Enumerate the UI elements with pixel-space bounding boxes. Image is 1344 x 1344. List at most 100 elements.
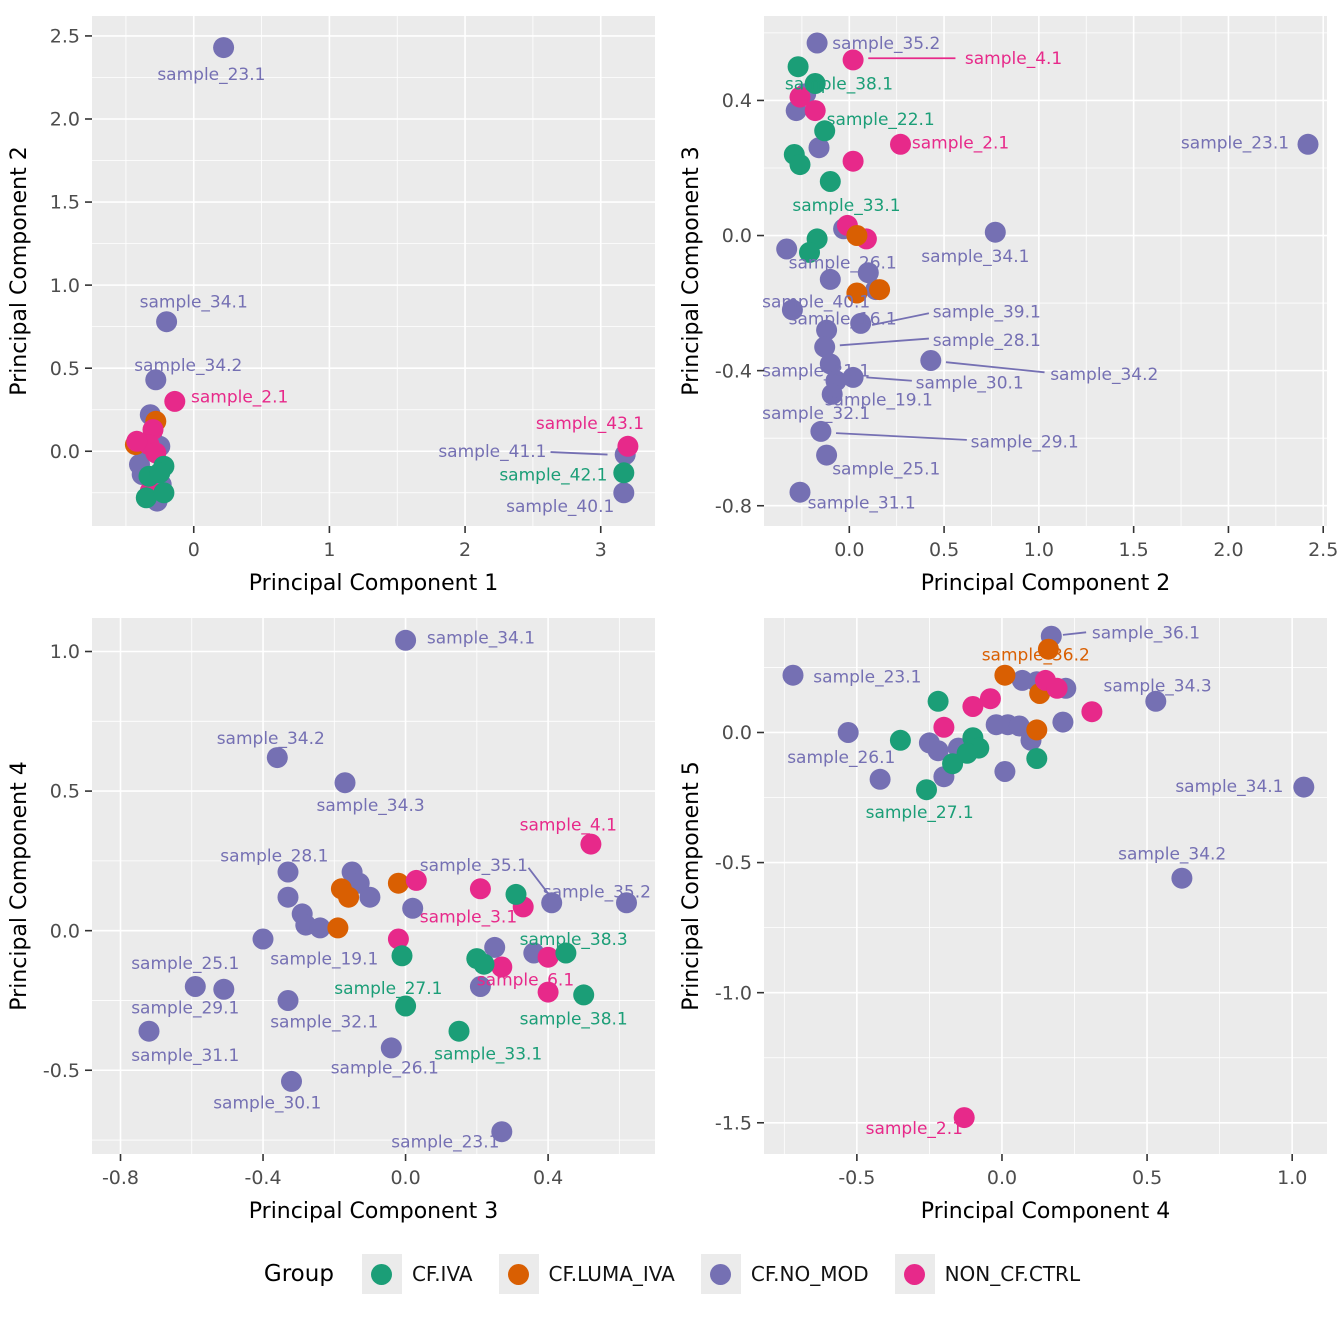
data-point	[994, 761, 1016, 782]
data-point	[804, 100, 826, 122]
sample-label: sample_33.1	[434, 1044, 542, 1064]
sample-label: sample_31.1	[808, 493, 916, 513]
sample-label: sample_34.1	[427, 628, 535, 648]
x-tick-label: 0.0	[834, 539, 864, 561]
sample-label: sample_33.1	[792, 196, 900, 216]
sample-label: sample_22.1	[827, 110, 935, 130]
data-point	[491, 1121, 513, 1143]
sample-label: sample_40.1	[506, 497, 614, 517]
sample-label: sample_2.1	[191, 387, 288, 407]
data-point	[281, 1070, 302, 1092]
data-point	[1026, 719, 1048, 741]
data-point	[787, 56, 809, 78]
data-point	[776, 238, 798, 260]
y-axis-title: Principal Component 2	[7, 146, 32, 395]
legend-item-cf-no-mod: CF.NO_MOD	[700, 1254, 869, 1294]
data-point	[1008, 715, 1030, 737]
data-point	[145, 369, 167, 391]
data-point	[927, 690, 949, 712]
x-tick-label: 0.5	[1132, 1167, 1162, 1189]
y-tick-label: 0.4	[722, 90, 752, 112]
data-point	[842, 150, 864, 172]
x-tick-label: 3	[595, 539, 607, 561]
sample-label: sample_6.1	[477, 970, 574, 990]
sample-label: sample_25.1	[832, 460, 940, 480]
sample-label: sample_34.3	[317, 796, 425, 816]
legend-point-icon	[371, 1263, 393, 1285]
data-point	[869, 279, 891, 301]
sample-label: sample_23.1	[1181, 134, 1289, 154]
data-point	[613, 462, 635, 484]
sample-label: sample_35.1	[420, 856, 528, 876]
data-point	[402, 897, 424, 919]
y-tick-label: -0.4	[715, 360, 752, 382]
data-point	[359, 886, 381, 908]
data-point	[1293, 776, 1315, 798]
sample-label: sample_19.1	[270, 950, 378, 970]
data-point	[808, 137, 830, 159]
data-point	[537, 981, 559, 1003]
x-tick-label: 1.5	[1119, 539, 1149, 561]
data-point	[277, 861, 299, 883]
sample-label: sample_4.1	[520, 816, 617, 836]
data-point	[213, 37, 235, 59]
data-point	[781, 299, 803, 321]
y-tick-label: 0.0	[50, 920, 80, 942]
sample-label: sample_16.1	[789, 309, 897, 329]
data-point	[1052, 711, 1074, 733]
sample-label: sample_2.1	[912, 134, 1009, 154]
scatter-pc2-pc3: sample_35.2 sample_4.1 sample_38.1 sample_2…	[679, 16, 1338, 596]
sample-label: sample_29.1	[971, 433, 1079, 453]
y-tick-label: 0.0	[722, 722, 752, 744]
sample-label: sample_32.1	[762, 404, 870, 424]
data-point	[842, 366, 864, 388]
data-point	[448, 1020, 470, 1042]
scatter-pc3-pc4: sample_34.1 sample_34.2 sample_34.3 sample_…	[7, 618, 655, 1224]
sample-label: sample_23.1	[391, 1132, 499, 1152]
y-tick-label: -0.5	[715, 852, 752, 874]
data-point	[387, 872, 409, 894]
y-tick-label: 1.0	[50, 275, 80, 297]
data-point	[953, 1107, 975, 1129]
x-axis-title: Principal Component 3	[249, 1199, 498, 1224]
data-point	[857, 262, 879, 284]
data-point	[806, 32, 828, 54]
data-point	[213, 978, 235, 1000]
y-axis-title: Principal Component 3	[679, 146, 704, 395]
plot-pc2-vs-pc3: sample_35.2 sample_4.1 sample_38.1 sample_2…	[672, 0, 1344, 602]
data-point	[789, 86, 811, 108]
y-tick-label: 0.5	[50, 781, 80, 803]
sample-label: sample_32.1	[270, 1012, 378, 1032]
legend-item-label: CF.NO_MOD	[750, 1262, 869, 1286]
data-point	[1297, 133, 1319, 155]
data-point	[616, 892, 637, 914]
sample-label: sample_34.3	[1104, 677, 1212, 697]
data-point	[816, 444, 838, 466]
data-point	[810, 420, 832, 442]
sample-label: sample_40.1	[762, 292, 870, 312]
sample-label: sample_27.1	[866, 803, 974, 823]
sample-label: sample_41.1	[438, 442, 546, 462]
data-point	[387, 928, 409, 950]
label-callout-line	[866, 376, 912, 382]
data-point	[580, 833, 602, 855]
sample-label: sample_26.1	[331, 1058, 439, 1078]
x-axis-title: Principal Component 1	[249, 571, 498, 596]
sample-label: sample_19.1	[825, 390, 933, 410]
sample-label: sample_21.1	[762, 362, 870, 382]
data-point	[814, 120, 836, 142]
x-tick-label: 2.0	[1213, 539, 1243, 561]
sample-label: sample_25.1	[131, 954, 239, 974]
x-tick-label: 0.0	[390, 1167, 420, 1189]
data-point	[850, 312, 872, 334]
data-point	[138, 1020, 160, 1042]
y-axis-title: Principal Component 5	[679, 761, 704, 1010]
data-point	[277, 990, 299, 1011]
sample-label: sample_3.1	[420, 908, 517, 928]
data-point	[505, 883, 527, 905]
data-point	[979, 688, 1001, 710]
data-point	[920, 350, 942, 371]
scatter-pc1-pc2: sample_23.1 sample_34.1 sample_34.2 sample_…	[7, 16, 655, 596]
y-tick-label: -0.8	[715, 495, 752, 517]
